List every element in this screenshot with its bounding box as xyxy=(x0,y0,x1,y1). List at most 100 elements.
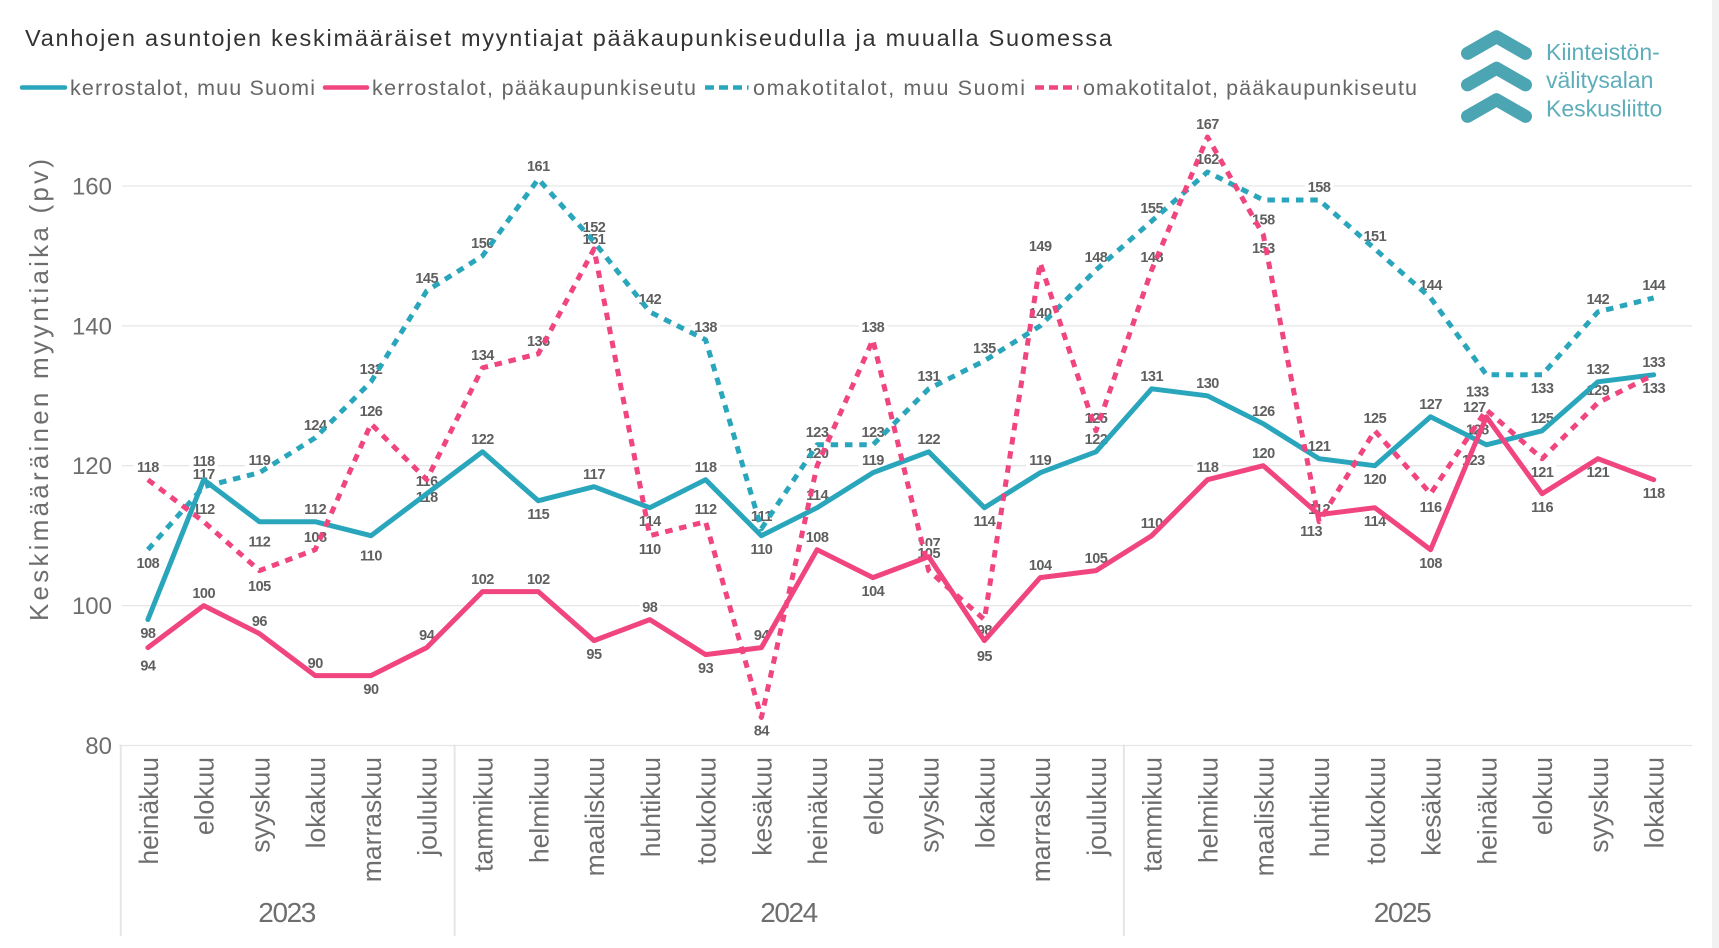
svg-text:2023: 2023 xyxy=(258,897,316,928)
svg-text:125: 125 xyxy=(1363,411,1386,427)
svg-text:joulukuu: joulukuu xyxy=(1082,757,1112,857)
svg-text:kesäkuu: kesäkuu xyxy=(1417,757,1447,856)
svg-text:94: 94 xyxy=(140,659,156,675)
svg-text:161: 161 xyxy=(527,159,550,175)
svg-text:Keskusliitto: Keskusliitto xyxy=(1546,96,1662,122)
svg-text:2024: 2024 xyxy=(760,897,818,928)
svg-text:108: 108 xyxy=(304,530,327,546)
svg-text:150: 150 xyxy=(471,236,494,252)
svg-text:119: 119 xyxy=(248,453,270,469)
svg-text:118: 118 xyxy=(695,460,717,476)
svg-text:huhtikuu: huhtikuu xyxy=(1305,757,1335,857)
svg-text:marraskuu: marraskuu xyxy=(357,757,387,882)
svg-text:104: 104 xyxy=(862,584,885,600)
svg-text:132: 132 xyxy=(1587,362,1610,378)
svg-text:118: 118 xyxy=(1197,460,1219,476)
svg-text:117: 117 xyxy=(193,467,215,483)
svg-text:158: 158 xyxy=(1252,213,1275,229)
svg-text:130: 130 xyxy=(1196,376,1219,392)
svg-text:126: 126 xyxy=(360,404,383,420)
svg-text:100: 100 xyxy=(192,586,215,602)
svg-text:140: 140 xyxy=(72,313,112,340)
svg-text:118: 118 xyxy=(193,454,215,470)
svg-text:90: 90 xyxy=(308,656,324,672)
svg-text:102: 102 xyxy=(471,572,494,588)
svg-text:108: 108 xyxy=(1419,556,1442,572)
svg-text:omakotitalot, muu Suomi: omakotitalot, muu Suomi xyxy=(753,76,1025,100)
svg-text:112: 112 xyxy=(248,534,270,550)
svg-text:96: 96 xyxy=(252,614,268,630)
svg-text:132: 132 xyxy=(360,362,383,378)
svg-text:118: 118 xyxy=(416,490,438,506)
svg-text:120: 120 xyxy=(72,453,112,480)
svg-text:90: 90 xyxy=(363,682,379,698)
svg-text:131: 131 xyxy=(917,369,940,385)
svg-text:heinäkuu: heinäkuu xyxy=(1472,757,1502,865)
svg-text:114: 114 xyxy=(639,514,661,530)
svg-text:104: 104 xyxy=(1029,558,1052,574)
svg-text:138: 138 xyxy=(862,320,885,336)
svg-text:98: 98 xyxy=(140,626,156,642)
svg-text:119: 119 xyxy=(862,453,884,469)
svg-text:elokuu: elokuu xyxy=(859,757,889,835)
svg-text:158: 158 xyxy=(1308,180,1331,196)
svg-text:138: 138 xyxy=(694,320,717,336)
svg-text:133: 133 xyxy=(1531,381,1554,397)
svg-text:112: 112 xyxy=(304,502,326,518)
svg-text:tammikuu: tammikuu xyxy=(469,757,499,872)
svg-text:syyskuu: syyskuu xyxy=(245,757,275,853)
svg-text:121: 121 xyxy=(1308,439,1331,455)
svg-text:100: 100 xyxy=(72,593,112,620)
svg-text:144: 144 xyxy=(1642,278,1665,294)
svg-text:84: 84 xyxy=(754,724,770,740)
svg-text:125: 125 xyxy=(1085,411,1108,427)
svg-text:167: 167 xyxy=(1196,117,1219,133)
svg-text:118: 118 xyxy=(1643,486,1665,502)
svg-text:153: 153 xyxy=(1252,241,1275,257)
svg-text:120: 120 xyxy=(1363,472,1386,488)
svg-text:2025: 2025 xyxy=(1374,897,1432,928)
svg-text:114: 114 xyxy=(973,514,995,530)
svg-text:toukokuu: toukokuu xyxy=(692,757,722,865)
svg-text:134: 134 xyxy=(471,348,494,364)
svg-text:helmikuu: helmikuu xyxy=(1194,757,1224,863)
svg-text:160: 160 xyxy=(72,174,112,201)
svg-text:80: 80 xyxy=(85,733,112,760)
svg-text:heinäkuu: heinäkuu xyxy=(803,757,833,865)
svg-text:110: 110 xyxy=(639,542,661,558)
svg-text:syyskuu: syyskuu xyxy=(1584,757,1614,853)
svg-text:111: 111 xyxy=(751,509,773,525)
svg-text:116: 116 xyxy=(1531,500,1553,516)
svg-text:133: 133 xyxy=(1642,381,1665,397)
svg-text:118: 118 xyxy=(137,460,159,476)
svg-text:142: 142 xyxy=(1587,292,1610,308)
svg-text:148: 148 xyxy=(1085,250,1108,266)
svg-text:joulukuu: joulukuu xyxy=(413,757,443,857)
svg-text:105: 105 xyxy=(1085,551,1108,567)
svg-text:tammikuu: tammikuu xyxy=(1138,757,1168,872)
svg-text:135: 135 xyxy=(973,341,996,357)
svg-text:108: 108 xyxy=(806,530,829,546)
svg-text:maaliskuu: maaliskuu xyxy=(580,757,610,876)
svg-text:123: 123 xyxy=(862,425,885,441)
svg-text:95: 95 xyxy=(977,649,993,665)
svg-text:toukokuu: toukokuu xyxy=(1361,757,1391,865)
svg-text:lokakuu: lokakuu xyxy=(1640,757,1670,848)
svg-text:omakotitalot, pääkaupunkiseutu: omakotitalot, pääkaupunkiseutu xyxy=(1083,76,1417,100)
svg-text:126: 126 xyxy=(1252,404,1275,420)
svg-text:113: 113 xyxy=(1300,524,1322,540)
svg-text:116: 116 xyxy=(1420,500,1442,516)
svg-text:127: 127 xyxy=(1419,397,1442,413)
svg-text:elokuu: elokuu xyxy=(1528,757,1558,835)
svg-text:112: 112 xyxy=(695,502,717,518)
svg-text:108: 108 xyxy=(137,556,160,572)
svg-text:syyskuu: syyskuu xyxy=(915,757,945,853)
svg-text:helmikuu: helmikuu xyxy=(524,757,554,863)
svg-text:131: 131 xyxy=(1140,369,1163,385)
svg-text:maaliskuu: maaliskuu xyxy=(1249,757,1279,876)
svg-text:115: 115 xyxy=(527,507,549,523)
svg-text:121: 121 xyxy=(1587,465,1610,481)
svg-text:133: 133 xyxy=(1642,355,1665,371)
svg-text:122: 122 xyxy=(917,432,940,448)
svg-text:145: 145 xyxy=(415,271,438,287)
